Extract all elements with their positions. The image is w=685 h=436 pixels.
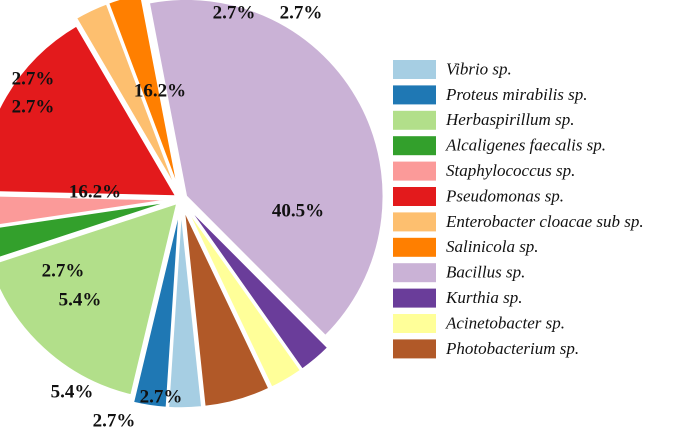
legend-swatch-9 — [393, 263, 436, 283]
pie-slice-6 — [0, 24, 178, 197]
pie-slice-11 — [186, 208, 302, 389]
data-label-9: 40.5% — [272, 200, 324, 221]
pie-slice-8 — [107, 0, 179, 188]
legend-swatch-12 — [393, 339, 436, 359]
legend-label-2: Proteus mirabilis sp. — [445, 85, 588, 104]
legend-label-7: Enterobacter cloacae sub sp. — [445, 212, 644, 231]
data-label-12: 5.4% — [51, 381, 94, 402]
pie-slice-3 — [0, 202, 178, 396]
legend-label-6: Pseudomonas sp. — [445, 186, 564, 205]
data-label-11: 2.7% — [93, 410, 136, 431]
legend-label-12: Photobacterium sp. — [445, 339, 579, 358]
data-label-10: 2.7% — [140, 386, 183, 407]
legend-label-9: Bacillus sp. — [446, 263, 525, 282]
pie-data-labels: 2.7%16.2%2.7%2.7%16.2%2.7% 2.7%40.5%2.7%2… — [12, 2, 325, 431]
data-label-3: 16.2% — [69, 181, 121, 202]
legend-label-10: Kurthia sp. — [445, 288, 523, 307]
data-label-6: 16.2% — [134, 80, 186, 101]
pie-slices — [0, 0, 385, 409]
legend-label-11: Acinetobacter sp. — [445, 313, 565, 332]
legend-swatch-11 — [393, 314, 436, 333]
pie-slice-9 — [148, 0, 385, 337]
pie-slice-7 — [75, 2, 177, 189]
data-label-photobacterium-outer: 5.4% — [59, 289, 102, 310]
legend-swatch-10 — [393, 288, 436, 308]
legend-swatch-1 — [393, 60, 436, 79]
legend: Vibrio sp. Proteus mirabilis sp. Herbaspir… — [393, 59, 644, 359]
legend-label-5: Staphylococcus sp. — [446, 161, 575, 180]
legend-swatch-4 — [393, 136, 436, 156]
data-label-5: 2.7% — [12, 68, 55, 89]
legend-label-3: Herbaspirillum sp. — [445, 110, 574, 129]
legend-label-1: Vibrio sp. — [446, 59, 512, 78]
data-label-2: 2.7% — [42, 260, 85, 281]
pie-slice-2 — [132, 210, 180, 409]
data-label-7: 2.7% — [213, 2, 256, 23]
legend-label-8: Salinicola sp. — [446, 237, 539, 256]
legend-swatch-6 — [393, 187, 436, 206]
legend-swatch-3 — [393, 110, 436, 130]
data-label-4: 2.7% — [12, 96, 55, 117]
legend-swatch-2 — [393, 85, 436, 105]
legend-swatch-8 — [393, 237, 436, 257]
pie-slice-12 — [183, 210, 270, 408]
pie-slice-1 — [167, 210, 203, 409]
pie-slice-4 — [0, 201, 170, 259]
legend-swatch-7 — [393, 212, 436, 232]
data-label-8: 2.7% — [280, 2, 323, 23]
pie-slice-5 — [0, 195, 170, 226]
legend-label-4: Alcaligenes faecalis sp. — [445, 136, 606, 155]
pie-slice-10 — [188, 207, 329, 371]
legend-swatch-5 — [393, 161, 436, 181]
